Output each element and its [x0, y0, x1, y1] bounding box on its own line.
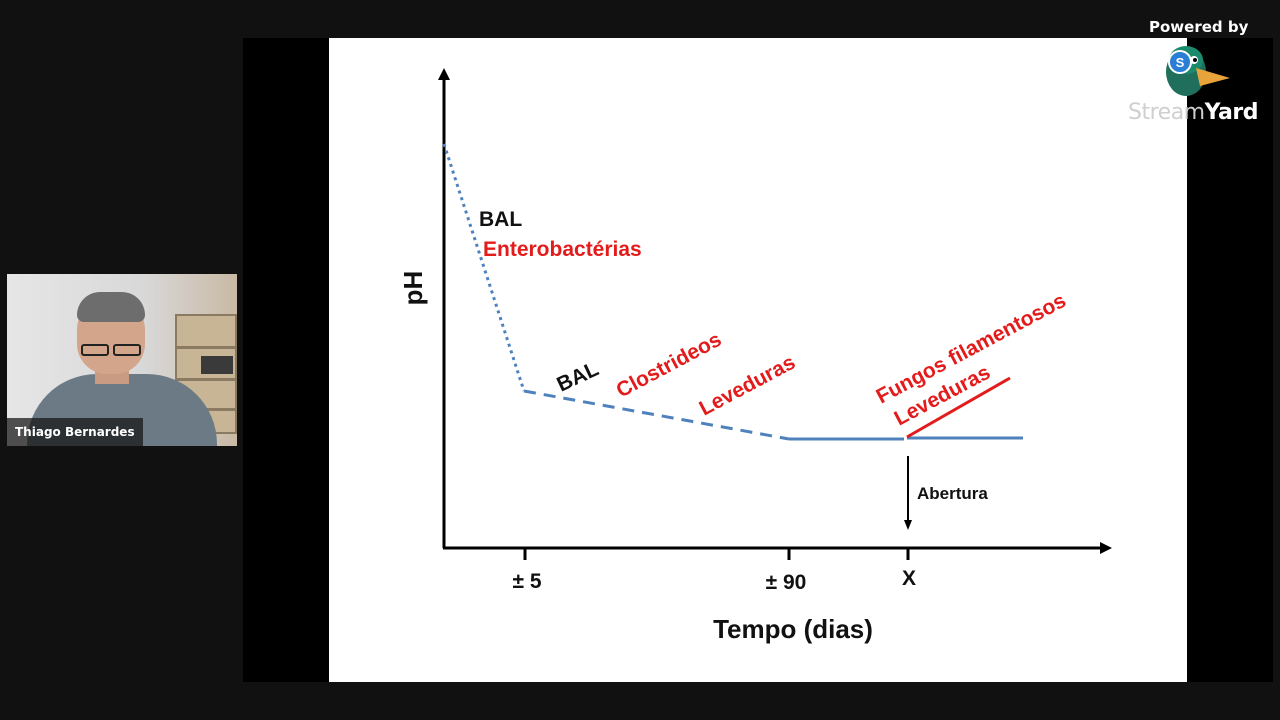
label-bal-1: BAL — [479, 208, 522, 231]
participant-video[interactable] — [7, 274, 237, 446]
shared-slide — [329, 38, 1187, 682]
x-axis-arrow — [1100, 542, 1112, 554]
label-enterobacterias: Enterobactérias — [483, 238, 642, 261]
streamyard-wordmark: StreamYard — [1128, 100, 1258, 125]
x-tick-label-90: ± 90 — [766, 571, 807, 594]
brand-right: Yard — [1204, 100, 1259, 125]
participant-name-tag: Thiago Bernardes — [7, 418, 143, 446]
x-axis-title: Tempo (dias) — [713, 614, 873, 644]
x-tick-label-x: X — [902, 567, 916, 590]
glasses — [77, 344, 145, 358]
label-abertura: Abertura — [917, 484, 988, 503]
brand-left: Stream — [1128, 100, 1205, 125]
label-bal-2: BAL — [553, 357, 602, 396]
svg-text:S: S — [1176, 55, 1185, 70]
curve-phase-1 — [442, 143, 526, 392]
curve-rise-red — [906, 376, 1011, 439]
label-leveduras-1: Leveduras — [696, 351, 800, 421]
y-axis-title: pH — [398, 271, 428, 306]
y-axis-arrow — [438, 68, 450, 80]
ph-chart: BAL Enterobactérias BAL Clostrideos Leve… — [398, 68, 1112, 644]
person-hair — [77, 292, 145, 322]
powered-by-label: Powered by — [1149, 18, 1249, 36]
shelf-object — [201, 356, 233, 374]
shelf-board — [177, 378, 235, 381]
x-tick-label-5: ± 5 — [512, 570, 541, 593]
abertura-arrow-head — [904, 520, 912, 530]
streamyard-duck-logo: S — [1166, 46, 1230, 96]
shelf-board — [177, 346, 235, 349]
curve-phase-2 — [523, 389, 790, 441]
label-clostrideos: Clostrideos — [613, 328, 726, 403]
